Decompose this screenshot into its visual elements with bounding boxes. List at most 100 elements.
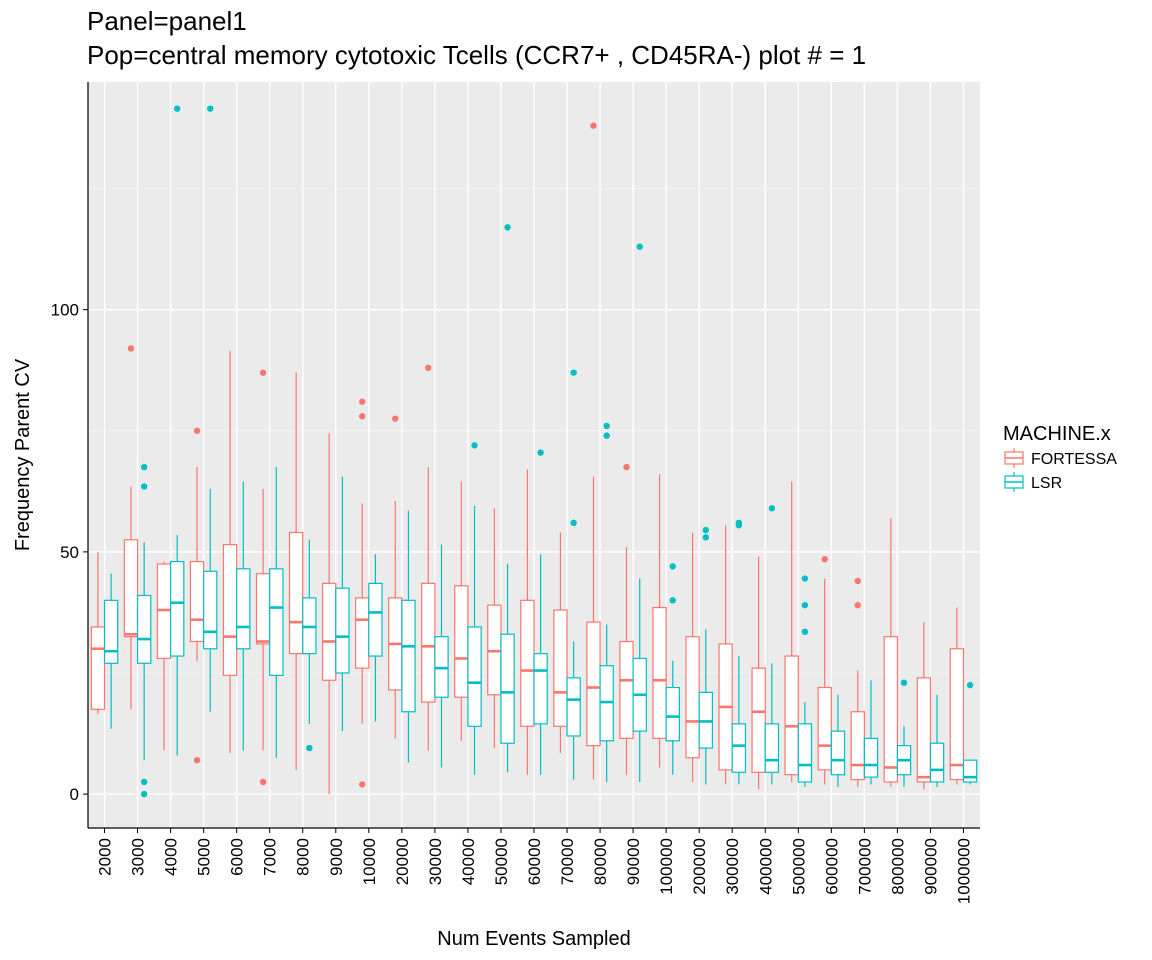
box-body	[269, 568, 284, 677]
box-lsr	[302, 539, 317, 752]
box-body	[764, 723, 780, 773]
box-fortessa	[123, 345, 139, 710]
box-lsr	[533, 449, 548, 775]
box-body	[751, 667, 766, 773]
x-tick-label: 4000	[162, 838, 181, 876]
box-fortessa	[751, 556, 766, 790]
box-outlier-point	[140, 463, 148, 471]
box-outlier-point	[359, 398, 366, 405]
box-body	[368, 582, 383, 657]
box-outlier-point	[306, 744, 313, 752]
box-body	[731, 723, 747, 773]
x-tick-label: 2000	[96, 838, 115, 876]
box-body	[830, 730, 846, 776]
box-outlier-point	[193, 427, 201, 434]
legend-label: LSR	[1031, 475, 1062, 492]
box-fortessa	[90, 551, 106, 715]
box-lsr	[368, 554, 383, 722]
box-body	[467, 626, 482, 727]
x-tick-label: 9000	[327, 838, 346, 876]
box-fortessa	[718, 525, 733, 785]
x-tick-label: 80000	[591, 838, 610, 885]
box-fortessa	[454, 481, 469, 741]
box-body	[90, 626, 106, 710]
box-body	[850, 711, 865, 781]
box-fortessa	[883, 517, 899, 787]
box-body	[103, 599, 119, 664]
x-tick-label: 60000	[525, 838, 544, 885]
box-body	[566, 677, 581, 737]
box-fortessa	[652, 474, 667, 768]
box-body	[203, 570, 218, 650]
box-fortessa	[619, 463, 634, 775]
box-lsr	[203, 105, 218, 712]
box-outlier-point	[570, 369, 577, 376]
box-body	[916, 677, 932, 783]
box-outlier-point	[140, 790, 148, 798]
box-body	[962, 759, 978, 783]
x-tick-label: 900000	[921, 838, 940, 895]
box-body	[797, 723, 813, 783]
box-outlier-point	[768, 505, 776, 512]
box-body	[236, 568, 251, 650]
x-tick-label: 90000	[624, 838, 643, 885]
x-tick-label: 30000	[426, 838, 445, 885]
box-body	[685, 636, 700, 759]
box-body	[355, 597, 370, 669]
box-body	[189, 560, 205, 643]
box-lsr	[962, 681, 978, 785]
box-body	[520, 599, 535, 727]
box-outlier-point	[623, 463, 630, 471]
box-lsr	[500, 224, 515, 773]
x-tick-label: 10000	[360, 838, 379, 885]
box-lsr	[136, 463, 152, 798]
box-outlier-point	[669, 563, 676, 570]
box-body	[665, 686, 680, 742]
box-body	[883, 636, 899, 783]
box-body	[454, 585, 469, 698]
box-outlier-point	[801, 601, 809, 609]
x-tick-label: 300000	[723, 838, 742, 895]
box-lsr	[896, 679, 912, 787]
legend: MACHINE.x FORTESSA LSR	[1003, 423, 1117, 493]
y-tick-label: 0	[70, 785, 79, 804]
box-lsr	[269, 467, 284, 758]
x-tick-label: 70000	[558, 838, 577, 885]
legend-title: MACHINE.x	[1003, 423, 1111, 445]
box-fortessa	[355, 398, 370, 788]
box-body	[401, 599, 416, 713]
box-outlier-point	[669, 597, 676, 604]
box-outlier-point	[735, 522, 743, 529]
box-fortessa	[421, 364, 436, 751]
box-lsr	[830, 694, 846, 787]
chart-title-line-2: Pop=central memory cytotoxic Tcells (CCR…	[87, 40, 867, 70]
box-outlier-point	[537, 449, 544, 456]
box-outlier-point	[140, 483, 148, 490]
box-fortessa	[288, 372, 304, 770]
x-tick-label: 700000	[855, 838, 874, 895]
x-tick-label: 20000	[393, 838, 412, 885]
x-tick-label: 40000	[459, 838, 478, 885]
box-outlier-point	[801, 628, 809, 636]
x-tick-label: 1000000	[954, 838, 973, 904]
box-outlier-point	[471, 442, 478, 449]
box-outlier-point	[193, 756, 201, 764]
box-outlier-point	[854, 577, 861, 585]
box-lsr	[764, 505, 780, 785]
box-body	[169, 560, 185, 657]
box-lsr	[169, 105, 185, 756]
box-body	[586, 621, 601, 747]
box-lsr	[665, 563, 680, 775]
box-fortessa	[553, 532, 568, 753]
box-outlier-point	[425, 364, 432, 372]
box-body	[500, 633, 515, 744]
x-tick-label: 100000	[657, 838, 676, 895]
box-outlier-point	[603, 432, 610, 439]
box-lsr	[236, 481, 251, 751]
box-outlier-point	[821, 555, 828, 563]
box-fortessa	[321, 433, 337, 795]
x-tick-label: 6000	[228, 838, 247, 876]
y-axis-ticks: 0 50 100	[51, 301, 88, 804]
box-body	[255, 573, 271, 645]
